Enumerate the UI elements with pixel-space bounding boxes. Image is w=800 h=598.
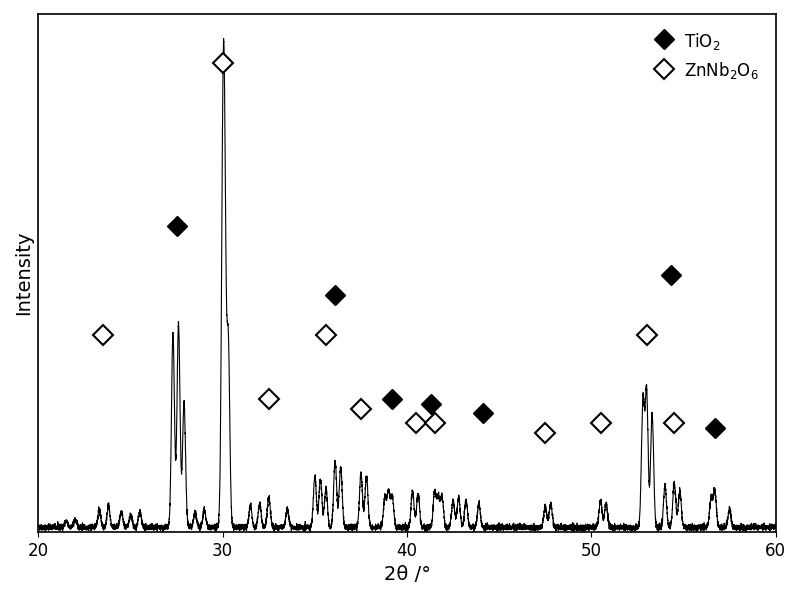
ZnNb$_2$O$_6$ (321, 331, 330, 338)
TiO$_2$ (426, 400, 436, 407)
TiO$_2$ (387, 395, 397, 402)
ZnNb$_2$O$_6$ (98, 331, 108, 338)
Line: ZnNb$_2$O$_6$: ZnNb$_2$O$_6$ (96, 56, 681, 440)
TiO$_2$ (666, 271, 675, 279)
TiO$_2$ (330, 291, 340, 298)
ZnNb$_2$O$_6$ (356, 405, 366, 412)
TiO$_2$ (710, 425, 719, 432)
ZnNb$_2$O$_6$ (541, 429, 550, 437)
ZnNb$_2$O$_6$ (642, 331, 651, 338)
ZnNb$_2$O$_6$ (411, 420, 421, 427)
ZnNb$_2$O$_6$ (430, 420, 439, 427)
Legend: TiO$_2$, ZnNb$_2$O$_6$: TiO$_2$, ZnNb$_2$O$_6$ (649, 22, 767, 89)
ZnNb$_2$O$_6$ (218, 60, 227, 67)
X-axis label: 2θ /°: 2θ /° (383, 565, 430, 584)
TiO$_2$ (172, 222, 182, 230)
ZnNb$_2$O$_6$ (596, 420, 606, 427)
ZnNb$_2$O$_6$ (264, 395, 274, 402)
Line: TiO$_2$: TiO$_2$ (170, 219, 722, 435)
ZnNb$_2$O$_6$ (670, 420, 679, 427)
TiO$_2$ (478, 410, 487, 417)
Y-axis label: Intensity: Intensity (14, 231, 33, 315)
